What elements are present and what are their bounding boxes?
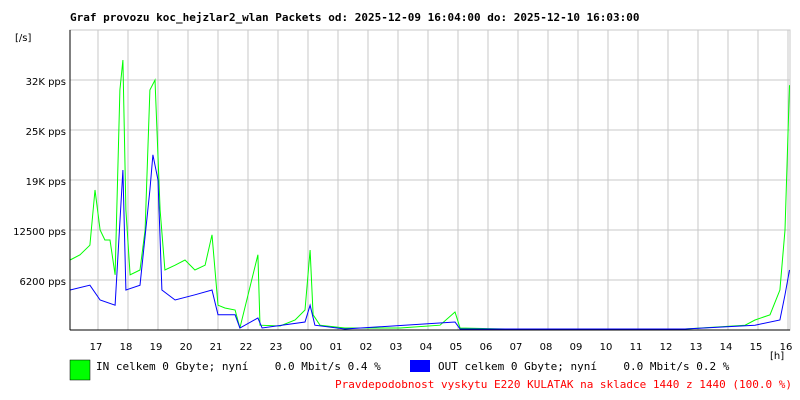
- x-tick-label: 02: [360, 342, 373, 353]
- x-tick-label: 11: [630, 342, 643, 353]
- x-tick-label: 16: [780, 342, 793, 353]
- x-tick-label: 00: [300, 342, 313, 353]
- x-tick-label: 06: [480, 342, 493, 353]
- y-axis-label: [/s]: [15, 33, 31, 44]
- x-tick-label: 13: [690, 342, 703, 353]
- x-tick-label: 23: [270, 342, 283, 353]
- y-tick-label: 6200 pps: [19, 277, 66, 288]
- y-tick-label: 12500 pps: [13, 227, 66, 238]
- x-tick-label: 20: [180, 342, 193, 353]
- x-tick-label: 14: [720, 342, 733, 353]
- x-tick-label: 07: [510, 342, 523, 353]
- x-tick-label: 01: [330, 342, 343, 353]
- x-tick-label: 10: [600, 342, 613, 353]
- x-tick-label: 04: [420, 342, 433, 353]
- x-tick-label: 15: [750, 342, 763, 353]
- x-tick-label: 19: [150, 342, 163, 353]
- x-tick-label: 05: [450, 342, 463, 353]
- x-tick-label: 21: [210, 342, 223, 353]
- series-line: [69, 154, 790, 330]
- y-tick-label: 19K pps: [26, 177, 66, 188]
- x-tick-label: 03: [390, 342, 403, 353]
- x-tick-label: 22: [240, 342, 253, 353]
- x-tick-label: 18: [120, 342, 133, 353]
- legend-swatch: [410, 360, 430, 372]
- legend-label: OUT celkem 0 Gbyte; nyní 0.0 Mbit/s 0.2 …: [438, 360, 730, 373]
- legend-label: IN celkem 0 Gbyte; nyní 0.0 Mbit/s 0.4 %: [96, 360, 381, 373]
- x-axis-label: [h]: [770, 351, 784, 362]
- x-tick-label: 09: [570, 342, 583, 353]
- x-tick-label: 17: [90, 342, 103, 353]
- x-tick-label: 08: [540, 342, 553, 353]
- x-tick-label: 12: [660, 342, 673, 353]
- y-tick-label: 25K pps: [26, 127, 66, 138]
- y-tick-label: 32K pps: [26, 77, 66, 88]
- footer-note: Pravdepodobnost vyskytu E220 KULATAK na …: [335, 378, 792, 391]
- legend-swatch: [69, 359, 91, 381]
- chart-title: Graf provozu koc_hejzlar2_wlan Packets o…: [70, 11, 640, 24]
